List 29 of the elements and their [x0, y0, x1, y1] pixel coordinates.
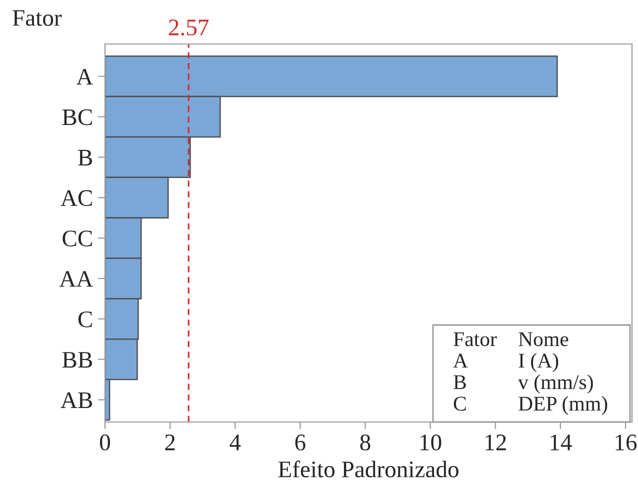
y-tick-label: A [76, 68, 94, 85]
annotation: B [454, 375, 466, 390]
y-tick-label: AA [59, 271, 94, 287]
y-tick-label: AB [60, 392, 92, 408]
x-tick-label: 6 [295, 434, 306, 450]
x-tick-label: 0 [100, 434, 110, 450]
ref-line-label: 2.57 [168, 20, 209, 36]
x-tick-label: 8 [360, 434, 370, 450]
y-tick-label: AC [60, 190, 92, 206]
y-tick-label: BB [62, 352, 92, 368]
x-tick-label: 16 [616, 434, 637, 450]
y-tick-label: CC [62, 230, 92, 246]
x-tick-label: 2 [165, 434, 175, 450]
annotation: DEP (mm) [518, 396, 608, 415]
y-axis-title: Fator [12, 10, 62, 26]
annotation: I (A) [518, 353, 558, 372]
x-tick-label: 12 [486, 434, 506, 450]
y-tick-label: C [78, 311, 92, 328]
annotation: v (mm/s) [518, 374, 593, 394]
annotation: Nome [518, 332, 568, 346]
y-tick-label: B [78, 150, 92, 166]
annotation: C [454, 396, 466, 411]
annotation: A [453, 354, 468, 368]
y-tick-label: BC [62, 109, 92, 126]
x-tick-label: 4 [230, 434, 241, 450]
annotation: Fator [454, 332, 497, 346]
x-tick-label: 14 [550, 434, 572, 450]
x-axis-title: Efeito Padronizado [278, 460, 458, 478]
x-tick-label: 10 [420, 434, 442, 450]
